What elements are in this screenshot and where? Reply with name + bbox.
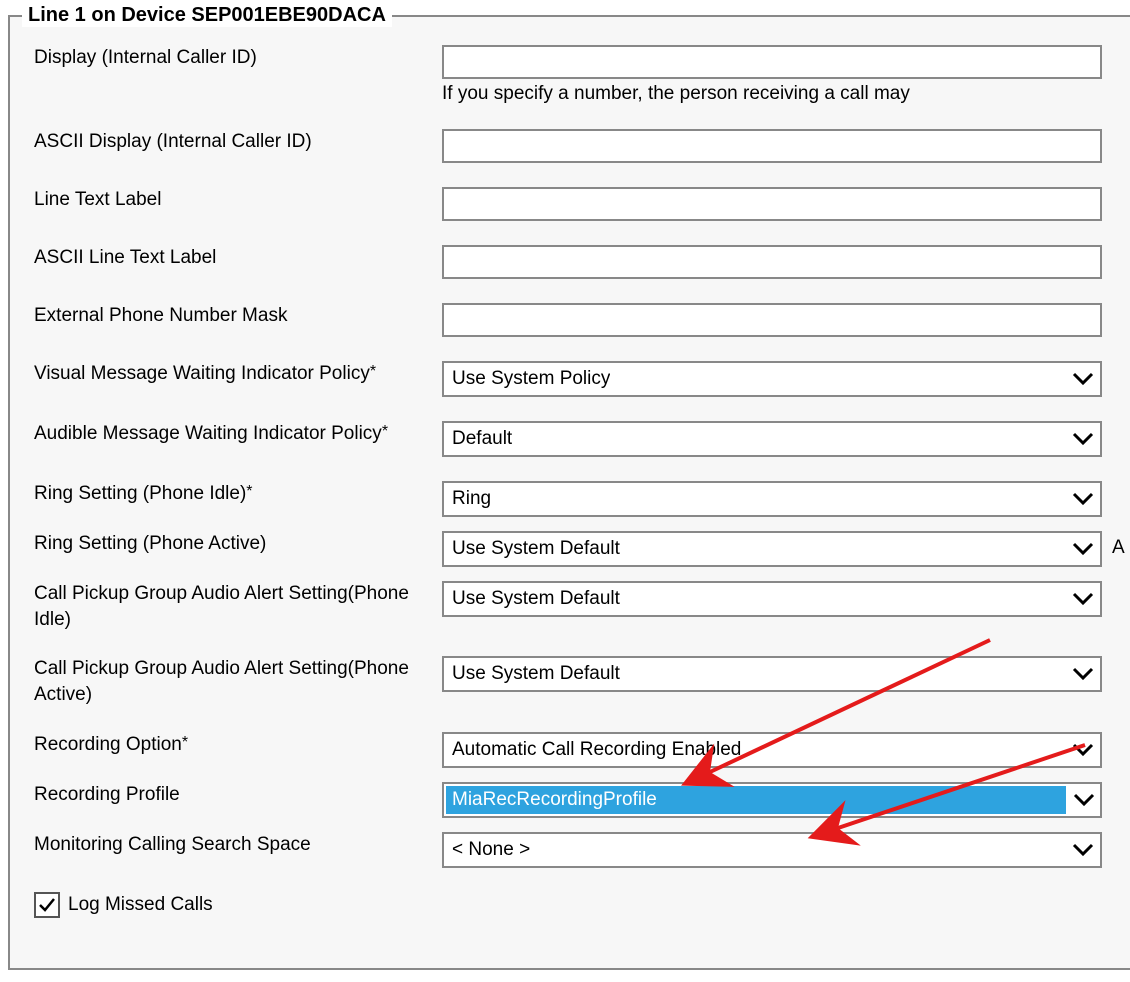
chevron-down-icon <box>1072 542 1094 556</box>
row-recording-profile: Recording Profile MiaRecRecordingProfile <box>34 782 1130 818</box>
chevron-down-icon <box>1068 784 1100 816</box>
row-ascii-display: ASCII Display (Internal Caller ID) <box>34 129 1130 163</box>
label-ascii-display: ASCII Display (Internal Caller ID) <box>34 129 442 155</box>
row-log-missed: Log Missed Calls <box>34 892 1130 918</box>
select-amwi-policy[interactable]: Default <box>442 421 1102 457</box>
chevron-down-icon <box>1072 592 1094 606</box>
label-display-caller-id: Display (Internal Caller ID) <box>34 45 442 71</box>
row-pickup-alert-idle: Call Pickup Group Audio Alert Setting(Ph… <box>34 581 1130 632</box>
label-ring-active: Ring Setting (Phone Active) <box>34 531 442 557</box>
input-line-text-label[interactable] <box>442 187 1102 221</box>
input-ascii-display[interactable] <box>442 129 1102 163</box>
chevron-down-icon <box>1072 843 1094 857</box>
line-device-fieldset: Line 1 on Device SEP001EBE90DACA Display… <box>8 4 1130 970</box>
label-log-missed: Log Missed Calls <box>68 894 213 916</box>
select-vmwi-policy[interactable]: Use System Policy <box>442 361 1102 397</box>
label-ascii-line-text-label: ASCII Line Text Label <box>34 245 442 271</box>
label-ring-idle: Ring Setting (Phone Idle)* <box>34 481 442 507</box>
form-rows: Display (Internal Caller ID) If you spec… <box>10 27 1130 918</box>
select-pickup-alert-active[interactable]: Use System Default <box>442 656 1102 692</box>
row-vmwi-policy: Visual Message Waiting Indicator Policy*… <box>34 361 1130 397</box>
label-pickup-alert-active: Call Pickup Group Audio Alert Setting(Ph… <box>34 656 442 707</box>
row-line-text-label: Line Text Label <box>34 187 1130 221</box>
label-amwi-policy: Audible Message Waiting Indicator Policy… <box>34 421 442 447</box>
label-vmwi-policy: Visual Message Waiting Indicator Policy* <box>34 361 442 387</box>
select-ring-active[interactable]: Use System Default <box>442 531 1102 567</box>
select-recording-profile[interactable]: MiaRecRecordingProfile <box>442 782 1102 818</box>
row-amwi-policy: Audible Message Waiting Indicator Policy… <box>34 421 1130 457</box>
label-ext-phone-mask: External Phone Number Mask <box>34 303 442 329</box>
row-monitor-css: Monitoring Calling Search Space < None > <box>34 832 1130 868</box>
label-recording-option: Recording Option* <box>34 732 442 758</box>
select-pickup-alert-idle[interactable]: Use System Default <box>442 581 1102 617</box>
select-monitor-css[interactable]: < None > <box>442 832 1102 868</box>
select-ring-idle[interactable]: Ring <box>442 481 1102 517</box>
required-icon: * <box>370 363 376 380</box>
required-icon: * <box>382 423 388 440</box>
trailing-text: A <box>1112 537 1125 559</box>
row-ring-idle: Ring Setting (Phone Idle)* Ring <box>34 481 1130 517</box>
required-icon: * <box>246 483 252 500</box>
label-recording-profile: Recording Profile <box>34 782 442 808</box>
chevron-down-icon <box>1072 372 1094 386</box>
fieldset-legend: Line 1 on Device SEP001EBE90DACA <box>22 4 392 27</box>
help-display-caller-id: If you specify a number, the person rece… <box>442 83 1130 105</box>
input-ext-phone-mask[interactable] <box>442 303 1102 337</box>
chevron-down-icon <box>1072 743 1094 757</box>
checkmark-icon <box>38 896 56 914</box>
input-ascii-line-text-label[interactable] <box>442 245 1102 279</box>
input-display-caller-id[interactable] <box>442 45 1102 79</box>
chevron-down-icon <box>1072 492 1094 506</box>
label-line-text-label: Line Text Label <box>34 187 442 213</box>
row-ascii-line-text-label: ASCII Line Text Label <box>34 245 1130 279</box>
label-pickup-alert-idle: Call Pickup Group Audio Alert Setting(Ph… <box>34 581 442 632</box>
label-monitor-css: Monitoring Calling Search Space <box>34 832 442 858</box>
row-recording-option: Recording Option* Automatic Call Recordi… <box>34 732 1130 768</box>
row-ring-active: Ring Setting (Phone Active) Use System D… <box>34 531 1130 567</box>
row-display-caller-id: Display (Internal Caller ID) If you spec… <box>34 45 1130 105</box>
chevron-down-icon <box>1072 667 1094 681</box>
checkbox-log-missed[interactable] <box>34 892 60 918</box>
required-icon: * <box>182 734 188 751</box>
row-ext-phone-mask: External Phone Number Mask <box>34 303 1130 337</box>
select-recording-option[interactable]: Automatic Call Recording Enabled <box>442 732 1102 768</box>
chevron-down-icon <box>1072 432 1094 446</box>
row-pickup-alert-active: Call Pickup Group Audio Alert Setting(Ph… <box>34 656 1130 707</box>
